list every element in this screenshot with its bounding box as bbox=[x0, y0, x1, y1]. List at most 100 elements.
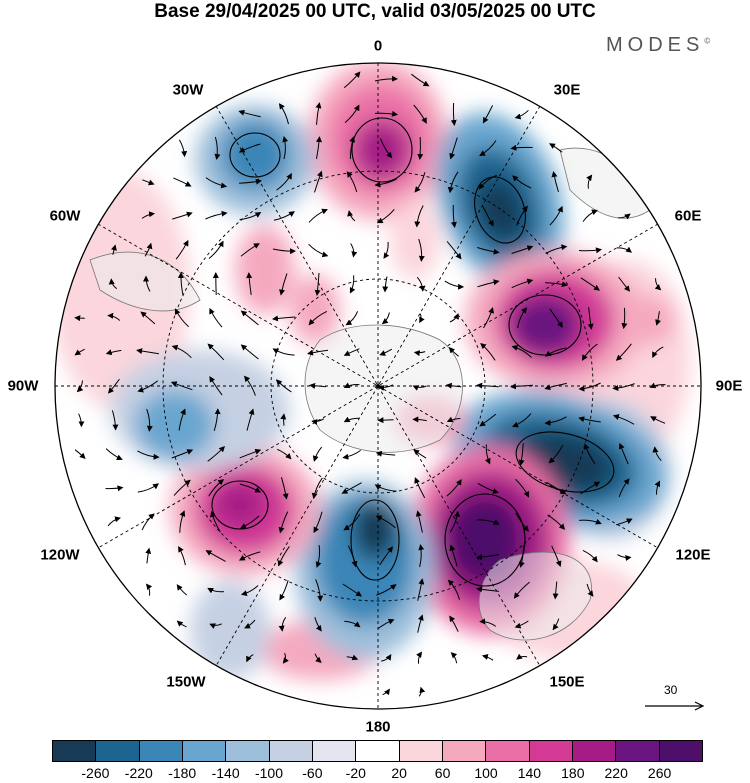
wind-vector bbox=[105, 448, 123, 461]
wind-vector bbox=[349, 136, 356, 159]
lon-label-150w: 150W bbox=[166, 673, 206, 691]
wind-vector bbox=[314, 170, 323, 193]
wind-vector bbox=[308, 208, 328, 223]
wind-vector bbox=[173, 479, 191, 496]
wind-vector bbox=[650, 416, 666, 424]
wind-vector bbox=[444, 280, 465, 290]
colorbar-tick-label: -60 bbox=[302, 765, 323, 781]
wind-vector bbox=[649, 382, 666, 389]
colorbar-tick-label: -180 bbox=[168, 765, 197, 781]
wind-vector bbox=[411, 73, 430, 87]
brand-logo: MODES© bbox=[606, 34, 711, 56]
wind-vector bbox=[375, 515, 396, 529]
wind-vector bbox=[315, 545, 322, 568]
reference-vector-label: 30 bbox=[664, 683, 678, 697]
wind-vector bbox=[450, 204, 457, 228]
wind-vector bbox=[213, 408, 221, 431]
wind-vector bbox=[583, 443, 596, 465]
colorbar-tick-label: 60 bbox=[434, 765, 451, 781]
wind-vector bbox=[239, 211, 262, 220]
wind-vector bbox=[518, 443, 525, 466]
wind-vector bbox=[449, 510, 461, 533]
wind-vector bbox=[578, 247, 602, 254]
wind-vector bbox=[342, 583, 363, 597]
wind-vector bbox=[545, 244, 568, 254]
wind-vector bbox=[210, 510, 221, 533]
wind-vector bbox=[282, 652, 289, 664]
lon-label-60w: 60W bbox=[49, 207, 81, 225]
wind-vector bbox=[382, 276, 389, 293]
wind-vector bbox=[552, 581, 559, 600]
wind-vector bbox=[517, 307, 528, 329]
wind-vector bbox=[481, 654, 494, 661]
wind-vector bbox=[618, 276, 631, 292]
lon-label-120e: 120E bbox=[675, 546, 711, 564]
wind-vector bbox=[207, 445, 225, 462]
wind-vector bbox=[272, 348, 295, 356]
graticule bbox=[55, 63, 701, 709]
wind-vector bbox=[482, 206, 494, 227]
wind-vector bbox=[240, 585, 259, 597]
wind-vector bbox=[308, 310, 328, 326]
wind-vector bbox=[205, 550, 226, 562]
wind-vector bbox=[78, 413, 85, 428]
wind-vector bbox=[246, 272, 253, 295]
wind-vector bbox=[415, 510, 423, 533]
wind-vector bbox=[519, 545, 525, 568]
wind-vector bbox=[414, 205, 424, 228]
wind-vector bbox=[418, 686, 426, 697]
wind-vector bbox=[516, 653, 528, 660]
wind-vector bbox=[579, 518, 602, 525]
wind-vector bbox=[477, 519, 500, 525]
wind-vector bbox=[378, 618, 395, 629]
wind-vector bbox=[551, 545, 562, 568]
wind-vector bbox=[315, 579, 324, 602]
wind-vector bbox=[105, 485, 124, 492]
lon-label-90w: 90W bbox=[7, 377, 39, 395]
colorbar-segment bbox=[312, 741, 357, 761]
wind-vector bbox=[111, 244, 117, 255]
wind-vector bbox=[74, 348, 85, 356]
wind-vector bbox=[586, 174, 593, 189]
wind-vector bbox=[374, 178, 397, 188]
wind-vector bbox=[374, 75, 398, 82]
colorbar-segment bbox=[399, 741, 443, 761]
wind-vector bbox=[350, 243, 358, 258]
wind-vector bbox=[512, 175, 532, 189]
wind-vector bbox=[446, 241, 462, 260]
wind-vector bbox=[612, 414, 635, 425]
lon-label-60e: 60E bbox=[674, 207, 702, 225]
wind-vector bbox=[74, 315, 85, 322]
wind-vector bbox=[343, 416, 360, 423]
wind-vector bbox=[76, 380, 84, 393]
wind-vector bbox=[446, 416, 461, 423]
colorbar-segment bbox=[356, 741, 400, 761]
wind-vector bbox=[240, 243, 260, 257]
wind-vector bbox=[476, 554, 499, 561]
colorbar-tick-label: 180 bbox=[561, 765, 585, 781]
wind-vector bbox=[511, 245, 534, 254]
colorbar-segment bbox=[486, 741, 530, 761]
wind-vector bbox=[273, 211, 295, 221]
wind-vector bbox=[314, 617, 322, 632]
colorbar-tick-label: -100 bbox=[254, 765, 284, 781]
wind-vector bbox=[240, 310, 259, 326]
wind-vector bbox=[246, 654, 254, 663]
wind-vector bbox=[277, 448, 292, 460]
wind-vector bbox=[511, 278, 534, 289]
wind-vector bbox=[515, 478, 530, 498]
wind-vector bbox=[544, 347, 567, 357]
wind-vector bbox=[582, 209, 598, 222]
wind-vector bbox=[276, 173, 292, 191]
wind-vector bbox=[479, 618, 497, 627]
colorbar-tick-label: 220 bbox=[604, 765, 628, 781]
colorbar-tick-label: 20 bbox=[391, 765, 407, 781]
wind-vector bbox=[111, 410, 119, 431]
wind-vector bbox=[349, 275, 356, 294]
wind-vector bbox=[582, 549, 598, 563]
wind-vector bbox=[239, 483, 262, 493]
wind-vector bbox=[544, 416, 567, 426]
lon-label-0: 0 bbox=[373, 37, 383, 55]
wind-vector bbox=[379, 348, 393, 356]
wind-vector bbox=[74, 449, 86, 459]
